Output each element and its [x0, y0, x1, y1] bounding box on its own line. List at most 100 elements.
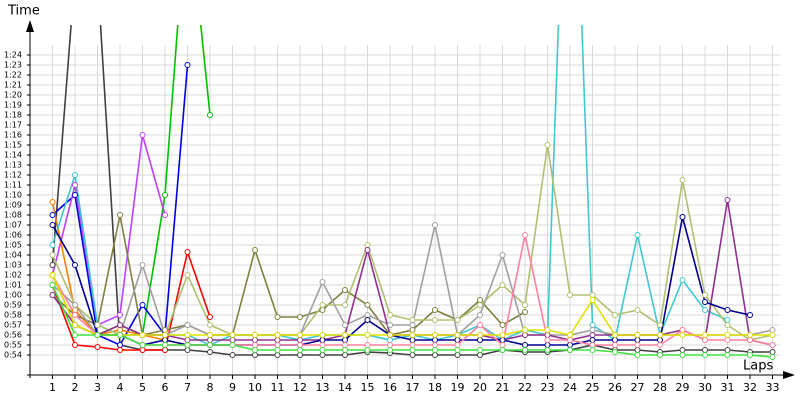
- y-tick-label: 1:10: [4, 191, 22, 200]
- point: [522, 327, 528, 333]
- point: [769, 342, 776, 348]
- point: [454, 352, 461, 358]
- point: [207, 112, 213, 118]
- point: [387, 322, 393, 328]
- point: [454, 337, 461, 343]
- point: [634, 232, 641, 238]
- point: [49, 282, 56, 288]
- point: [252, 332, 258, 338]
- point: [522, 309, 528, 315]
- y-tick-label: 1:07: [4, 221, 22, 230]
- point: [342, 287, 348, 293]
- point: [319, 302, 326, 308]
- point: [207, 314, 213, 320]
- point: [117, 322, 123, 328]
- point: [499, 332, 506, 338]
- point: [702, 347, 708, 353]
- point: [72, 307, 78, 313]
- x-tick-label: 7: [184, 381, 191, 394]
- point: [162, 332, 168, 338]
- point: [499, 282, 506, 288]
- point: [297, 332, 303, 338]
- point: [499, 337, 506, 343]
- point: [364, 247, 371, 253]
- x-tick-label: 1: [49, 381, 56, 394]
- point: [679, 277, 686, 283]
- x-tick-label: 15: [361, 381, 375, 394]
- point: [679, 214, 686, 220]
- point: [387, 312, 393, 318]
- point: [49, 242, 56, 248]
- point: [297, 342, 303, 348]
- x-tick-label: 12: [293, 381, 307, 394]
- point: [477, 337, 483, 343]
- x-tick-label: 31: [721, 381, 735, 394]
- point: [252, 337, 258, 343]
- point: [49, 262, 56, 268]
- point: [252, 247, 258, 253]
- point: [387, 337, 393, 343]
- y-tick-label: 0:57: [4, 321, 22, 330]
- point: [634, 347, 641, 353]
- point: [72, 302, 78, 308]
- point: [207, 332, 213, 338]
- point: [207, 322, 213, 328]
- point: [679, 327, 686, 333]
- y-tick-label: 1:01: [4, 281, 22, 290]
- point: [342, 337, 348, 343]
- point: [724, 322, 731, 328]
- point: [432, 337, 438, 343]
- point: [229, 342, 236, 348]
- point: [409, 317, 416, 323]
- x-tick-label: 21: [496, 381, 510, 394]
- x-tick-label: 14: [338, 381, 352, 394]
- y-tick-label: 1:14: [4, 151, 22, 160]
- series-line: [51, 216, 751, 346]
- y-tick-label: 1:04: [4, 251, 22, 260]
- x-tick-label: 30: [698, 381, 712, 394]
- point: [184, 322, 191, 328]
- point: [94, 344, 101, 350]
- x-tick-label: 4: [117, 381, 124, 394]
- x-tick-label: 33: [766, 381, 780, 394]
- point: [769, 327, 776, 333]
- x-tick-label: 6: [162, 381, 169, 394]
- y-tick-label: 0:54: [4, 351, 22, 360]
- y-tick-label: 1:20: [4, 91, 22, 100]
- point: [184, 62, 191, 68]
- x-tick-label: 5: [139, 381, 146, 394]
- x-tick-label: 23: [541, 381, 555, 394]
- point: [702, 337, 708, 343]
- y-tick-label: 0:59: [4, 301, 22, 310]
- y-tick-label: 1:18: [4, 111, 22, 120]
- point: [342, 342, 348, 348]
- point: [724, 352, 731, 358]
- point: [657, 342, 663, 348]
- point: [117, 332, 123, 338]
- point: [342, 347, 348, 353]
- point: [94, 322, 101, 328]
- y-tick-label: 1:23: [4, 61, 22, 70]
- point: [364, 312, 371, 318]
- point: [747, 337, 753, 343]
- point: [702, 332, 708, 338]
- series-line: [51, 249, 211, 351]
- x-tick-label: 32: [743, 381, 757, 394]
- point: [162, 342, 168, 348]
- point: [454, 342, 461, 348]
- point: [544, 337, 551, 343]
- point: [297, 352, 303, 358]
- point: [72, 332, 78, 338]
- point: [702, 307, 708, 313]
- point: [589, 292, 596, 298]
- x-tick-label: 24: [563, 381, 577, 394]
- y-tick-label: 1:19: [4, 101, 22, 110]
- point: [499, 347, 506, 353]
- point: [72, 342, 78, 348]
- point: [297, 314, 303, 320]
- point: [364, 332, 371, 338]
- y-tick-label: 1:24: [4, 51, 22, 60]
- x-tick-label: 19: [451, 381, 465, 394]
- y-tick-label: 1:02: [4, 271, 22, 280]
- point: [589, 322, 596, 328]
